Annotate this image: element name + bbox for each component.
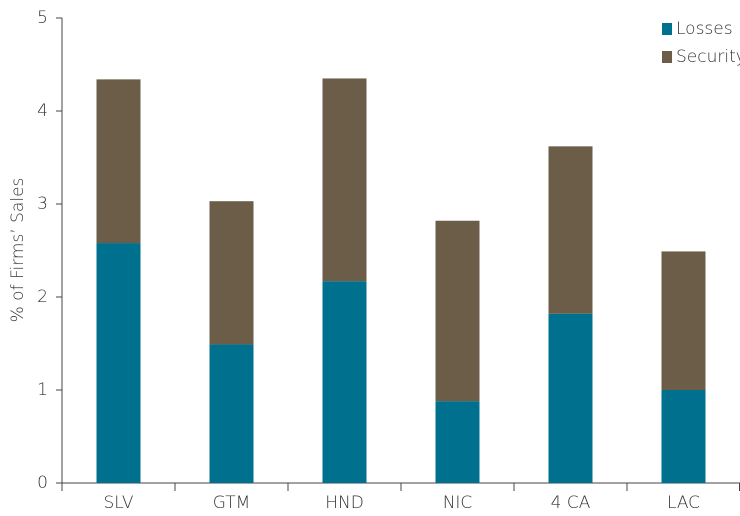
bar-segment <box>435 401 480 483</box>
bar-segment <box>435 220 480 402</box>
bar-segment <box>661 390 706 483</box>
bar-segment <box>548 146 593 314</box>
x-tick-label: HND <box>325 493 364 513</box>
legend-label: Security <box>676 47 740 67</box>
x-tick-label: NIC <box>443 493 473 513</box>
legend-swatch <box>662 23 672 35</box>
y-axis-label: % of Firms’ Sales <box>8 178 28 323</box>
bar-segment <box>96 243 141 483</box>
bar-segment <box>96 79 141 244</box>
y-tick-label: 4 <box>37 101 48 121</box>
bar-segment <box>661 251 706 390</box>
y-tick-label: 2 <box>37 287 48 307</box>
x-tick-label: LAC <box>667 493 700 513</box>
bar-segment <box>209 201 254 345</box>
x-tick-label: GTM <box>213 493 251 513</box>
y-tick-label: 0 <box>37 473 48 493</box>
x-tick-label: SLV <box>103 493 133 513</box>
legend-swatch <box>662 51 672 63</box>
y-tick-label: 3 <box>37 194 48 214</box>
bar-segment <box>209 344 254 483</box>
bar-segment <box>322 78 367 282</box>
legend-label: Losses <box>676 19 733 39</box>
bar-segment <box>548 313 593 483</box>
y-tick-label: 5 <box>37 8 48 28</box>
x-tick-label: 4 CA <box>551 493 591 513</box>
bar-segment <box>322 281 367 483</box>
y-tick-label: 1 <box>37 380 48 400</box>
